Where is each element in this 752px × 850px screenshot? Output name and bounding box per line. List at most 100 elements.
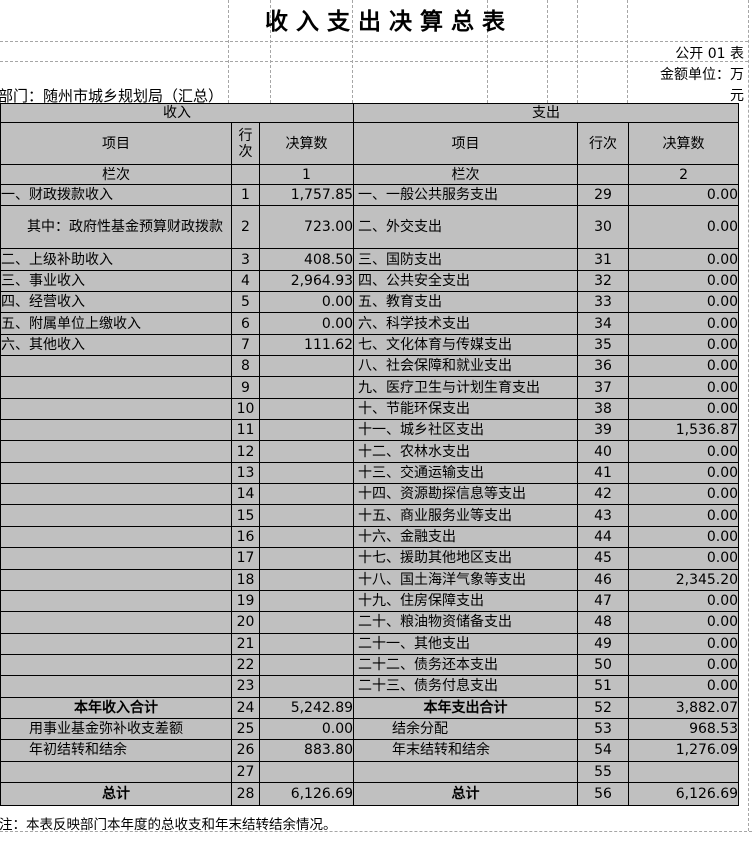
expenditure-item-cell: 十一、城乡社区支出 <box>353 419 579 442</box>
gridline-vertical <box>547 0 548 103</box>
expenditure-amount-cell: 0.00 <box>628 611 740 634</box>
expenditure-row-number-cell: 31 <box>577 248 630 271</box>
expenditure-row-number-cell: 47 <box>577 589 630 613</box>
expenditure-row-number-cell: 38 <box>577 397 630 421</box>
expenditure-amount-cell: 0.00 <box>628 355 740 378</box>
expenditure-amount-cell: 0.00 <box>628 547 740 570</box>
income-amount-cell: 1,757.85 <box>258 183 355 207</box>
income-row-number-cell: 10 <box>231 397 260 421</box>
expenditure-item-cell: 十四、资源勘探信息等支出 <box>353 483 579 506</box>
table-row: 本年收入合计 24 5,242.89 本年支出合计 52 3,882.07 <box>0 696 740 719</box>
income-amount-cell: 2,964.93 <box>258 269 355 293</box>
expenditure-item-cell: 十二、农林水支出 <box>353 440 579 463</box>
table-row: 22 二十二、债务还本支出 50 0.00 <box>0 653 740 677</box>
expenditure-amount-header: 决算数 <box>628 122 740 165</box>
gridline-vertical <box>228 0 229 103</box>
expenditure-amount-cell: 0.00 <box>628 397 740 421</box>
expenditure-amount-cell: 0.00 <box>628 632 740 655</box>
income-item-cell <box>0 461 232 485</box>
income-amount-cell <box>258 568 355 591</box>
income-item-cell <box>0 440 232 463</box>
expenditure-amount-cell: 2,345.20 <box>628 568 740 591</box>
expenditure-amount-cell: 1,276.09 <box>628 739 740 762</box>
income-row-number-cell: 26 <box>231 739 260 762</box>
expenditure-item-cell: 二、外交支出 <box>353 205 579 250</box>
income-item-cell: 一、财政拨款收入 <box>0 183 232 207</box>
table-row: 其中：政府性基金预算财政拨款 2 723.00 二、外交支出 30 0.00 <box>0 205 740 250</box>
expenditure-item-cell: 十六、金融支出 <box>353 525 579 549</box>
income-amount-cell <box>258 525 355 549</box>
income-amount-cell <box>258 547 355 570</box>
income-amount-cell <box>258 461 355 485</box>
expenditure-row-number-cell: 53 <box>577 717 630 741</box>
gridline-vertical <box>748 0 749 831</box>
table-row: 16 十六、金融支出 44 0.00 <box>0 525 740 549</box>
accounts-table: 收入 支出 项目 行次 决算数 项目 行次 决算数 栏次 1 栏次 2 一、财政… <box>0 103 740 806</box>
income-amount-cell <box>258 632 355 655</box>
expenditure-section-header: 支出 <box>353 103 740 123</box>
income-item-header: 项目 <box>0 122 232 165</box>
income-amount-cell <box>258 440 355 463</box>
income-item-cell: 五、附属单位上缴收入 <box>0 312 232 335</box>
expenditure-item-cell: 十八、国土海洋气象等支出 <box>353 568 579 591</box>
expenditure-row-number-cell: 45 <box>577 547 630 570</box>
income-row-number-cell: 11 <box>231 419 260 442</box>
page-title: 收入支出决算总表 <box>265 9 513 35</box>
expenditure-row-number-cell: 32 <box>577 269 630 293</box>
income-amount-cell <box>258 483 355 506</box>
income-row-number-cell: 9 <box>231 376 260 399</box>
table-row: 总计 28 6,126.69 总计 56 6,126.69 <box>0 781 740 806</box>
expenditure-amount-cell: 0.00 <box>628 675 740 698</box>
income-item-cell: 六、其他收入 <box>0 333 232 357</box>
expenditure-item-cell: 十九、住房保障支出 <box>353 589 579 613</box>
expenditure-item-cell: 六、科学技术支出 <box>353 312 579 335</box>
expenditure-row-number-cell: 46 <box>577 568 630 591</box>
income-item-cell: 三、事业收入 <box>0 269 232 293</box>
income-amount-cell <box>258 355 355 378</box>
table-row: 27 55 <box>0 760 740 783</box>
expenditure-rowno-header: 行次 <box>577 122 630 165</box>
income-amount-cell <box>258 397 355 421</box>
table-row: 19 十九、住房保障支出 47 0.00 <box>0 589 740 613</box>
expenditure-amount-cell: 0.00 <box>628 376 740 399</box>
income-item-cell <box>0 355 232 378</box>
income-row-number-cell: 8 <box>231 355 260 378</box>
expenditure-row-number-cell: 34 <box>577 312 630 335</box>
table-row: 17 十七、援助其他地区支出 45 0.00 <box>0 547 740 570</box>
income-row-number-cell: 5 <box>231 291 260 314</box>
expenditure-row-number-cell: 56 <box>577 781 630 806</box>
gridline-vertical <box>270 0 271 103</box>
expenditure-amount-cell <box>628 760 740 783</box>
income-row-number-cell: 24 <box>231 696 260 719</box>
income-item-cell <box>0 504 232 527</box>
expenditure-amount-cell: 0.00 <box>628 525 740 549</box>
expenditure-item-cell: 五、教育支出 <box>353 291 579 314</box>
income-column-index: 1 <box>258 164 355 185</box>
expenditure-row-number-cell: 40 <box>577 440 630 463</box>
expenditure-amount-cell: 968.53 <box>628 717 740 741</box>
expenditure-amount-cell: 0.00 <box>628 269 740 293</box>
expenditure-item-cell <box>353 760 579 783</box>
income-row-number-cell: 15 <box>231 504 260 527</box>
income-item-cell: 其中：政府性基金预算财政拨款 <box>0 205 232 250</box>
income-item-cell <box>0 568 232 591</box>
gridline-vertical <box>627 0 628 103</box>
expenditure-item-cell: 总计 <box>353 781 579 806</box>
income-lanci-label: 栏次 <box>0 164 232 185</box>
table-row: 13 十三、交通运输支出 41 0.00 <box>0 461 740 485</box>
income-row-number-cell: 12 <box>231 440 260 463</box>
gridline-vertical <box>577 0 578 103</box>
expenditure-item-cell: 年末结转和结余 <box>353 739 579 762</box>
expenditure-item-cell: 十三、交通运输支出 <box>353 461 579 485</box>
table-row: 8 八、社会保障和就业支出 36 0.00 <box>0 355 740 378</box>
expenditure-amount-cell: 0.00 <box>628 183 740 207</box>
income-row-number-cell: 2 <box>231 205 260 250</box>
expenditure-column-index: 2 <box>628 164 740 185</box>
expenditure-lanci-label: 栏次 <box>353 164 579 185</box>
expenditure-row-number-cell: 50 <box>577 653 630 677</box>
income-section-header: 收入 <box>0 103 355 123</box>
table-row: 六、其他收入 7 111.62 七、文化体育与传媒支出 35 0.00 <box>0 333 740 357</box>
expenditure-row-number-cell: 51 <box>577 675 630 698</box>
income-amount-cell: 0.00 <box>258 312 355 335</box>
expenditure-amount-cell: 0.00 <box>628 333 740 357</box>
